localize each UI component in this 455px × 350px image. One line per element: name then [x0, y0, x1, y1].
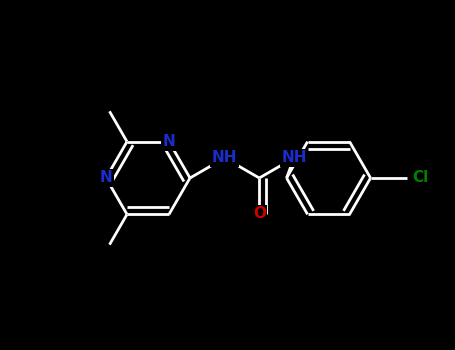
Text: O: O	[253, 206, 266, 222]
Text: N: N	[100, 170, 112, 186]
Text: NH: NH	[212, 150, 238, 166]
Text: Cl: Cl	[412, 170, 429, 186]
Text: N: N	[162, 134, 175, 149]
Text: NH: NH	[281, 150, 307, 166]
